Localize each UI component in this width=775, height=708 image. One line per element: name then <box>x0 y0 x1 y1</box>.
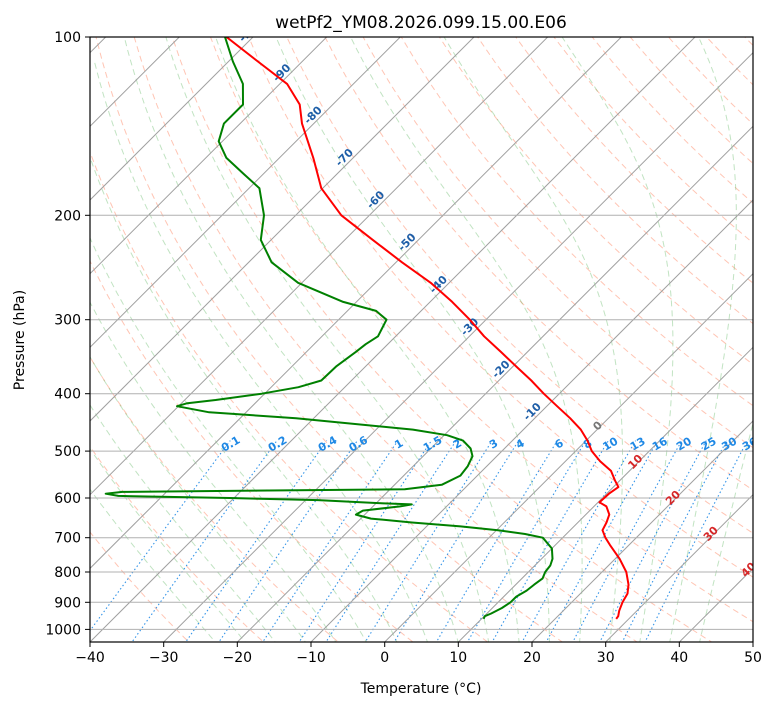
x-tick-label: 30 <box>597 650 615 666</box>
mixing-ratio-line <box>621 440 728 642</box>
background-lines <box>90 37 753 642</box>
x-axis-ticks: −40 −30 −20 −10 0 10 20 30 40 50 <box>75 642 762 666</box>
moist-adiabat <box>90 155 398 642</box>
y-tick-label: 900 <box>54 595 81 611</box>
y-tick-label: 300 <box>54 313 81 329</box>
dry-adiabat <box>90 531 190 642</box>
mixing-ratio-line <box>572 440 683 642</box>
y-axis-ticks: 100 200 300 400 500 600 700 800 900 1000 <box>45 30 90 638</box>
y-tick-label: 500 <box>54 444 81 460</box>
chart-title: wetPf2_YM08.2026.099.15.00.E06 <box>275 13 567 33</box>
y-tick-label: 600 <box>54 491 81 507</box>
isotherm-line <box>90 37 402 349</box>
isotherm-line <box>531 420 753 642</box>
moist-adiabat <box>215 37 520 642</box>
dry-adiabat <box>95 37 564 642</box>
mixing-ratio-line <box>262 440 399 642</box>
mixing-ratio-line <box>325 440 457 642</box>
moist-adiabat <box>90 236 367 642</box>
isotherm-line <box>90 37 181 128</box>
isotherm-line <box>457 346 753 642</box>
isotherm-line <box>383 272 753 642</box>
plot-frame <box>89 36 754 643</box>
mixing-ratio-line <box>298 440 432 642</box>
isotherm-line <box>310 199 753 642</box>
isotherm-line <box>90 37 696 642</box>
isotherm-line <box>90 37 328 275</box>
moist-adiabat <box>90 404 276 642</box>
y-tick-label: 1000 <box>45 622 81 638</box>
x-tick-label: 50 <box>744 650 762 666</box>
mixing-ratio-line <box>545 440 659 642</box>
mixing-ratio-line <box>364 440 493 642</box>
mixing-ratio-line <box>599 440 707 642</box>
y-axis-label: Pressure (hPa) <box>12 290 28 390</box>
dry-adiabat <box>324 37 753 491</box>
mixing-ratio-line <box>466 440 587 642</box>
x-tick-label: −20 <box>223 650 253 666</box>
dry-adiabat <box>362 37 753 449</box>
moist-adiabat <box>90 488 216 642</box>
moist-adiabat <box>443 37 623 642</box>
y-tick-label: 700 <box>54 531 81 547</box>
x-tick-label: 20 <box>523 650 541 666</box>
isotherm-line <box>90 37 254 201</box>
x-tick-label: 10 <box>449 650 467 666</box>
dry-adiabat <box>90 259 414 642</box>
mixing-ratio-line <box>644 440 748 642</box>
isotherm-line <box>90 37 549 496</box>
mixing-ratio-line <box>491 440 609 642</box>
moist-adiabat <box>275 37 550 642</box>
x-tick-label: −30 <box>149 650 179 666</box>
y-tick-label: 400 <box>54 387 81 403</box>
x-tick-label: −10 <box>296 650 326 666</box>
moist-adiabat <box>350 37 583 642</box>
isotherm-line <box>604 493 753 642</box>
dry-adiabat <box>90 445 265 642</box>
pressure-grid <box>90 37 753 630</box>
y-tick-label: 800 <box>54 565 81 581</box>
temperature-line <box>225 37 630 620</box>
dry-adiabat <box>90 356 339 642</box>
dry-adiabat <box>248 37 753 578</box>
y-tick-label: 100 <box>54 30 81 46</box>
moist-adiabat <box>669 37 737 642</box>
y-tick-label: 200 <box>54 208 81 224</box>
x-tick-label: 0 <box>380 650 389 666</box>
dry-adiabat <box>133 37 638 642</box>
isotherm-line <box>162 51 753 642</box>
moist-adiabat <box>93 61 429 642</box>
isotherm-line <box>90 37 475 422</box>
x-axis-label: Temperature (°C) <box>360 681 482 697</box>
dewpoint-line <box>104 37 554 620</box>
mixing-ratio-line <box>435 440 558 642</box>
x-tick-label: 40 <box>670 650 688 666</box>
isotherm-line <box>90 37 623 570</box>
dry-adiabat <box>171 37 713 642</box>
isotherm-line <box>236 125 753 642</box>
moist-adiabat <box>90 447 246 642</box>
dry-adiabat <box>515 37 753 284</box>
dry-adiabat <box>90 150 489 642</box>
moist-adiabat <box>561 37 674 642</box>
x-tick-label: −40 <box>75 650 105 666</box>
dry-adiabat <box>209 37 753 623</box>
mixing-ratio-line <box>521 440 637 642</box>
profiles <box>104 37 630 620</box>
